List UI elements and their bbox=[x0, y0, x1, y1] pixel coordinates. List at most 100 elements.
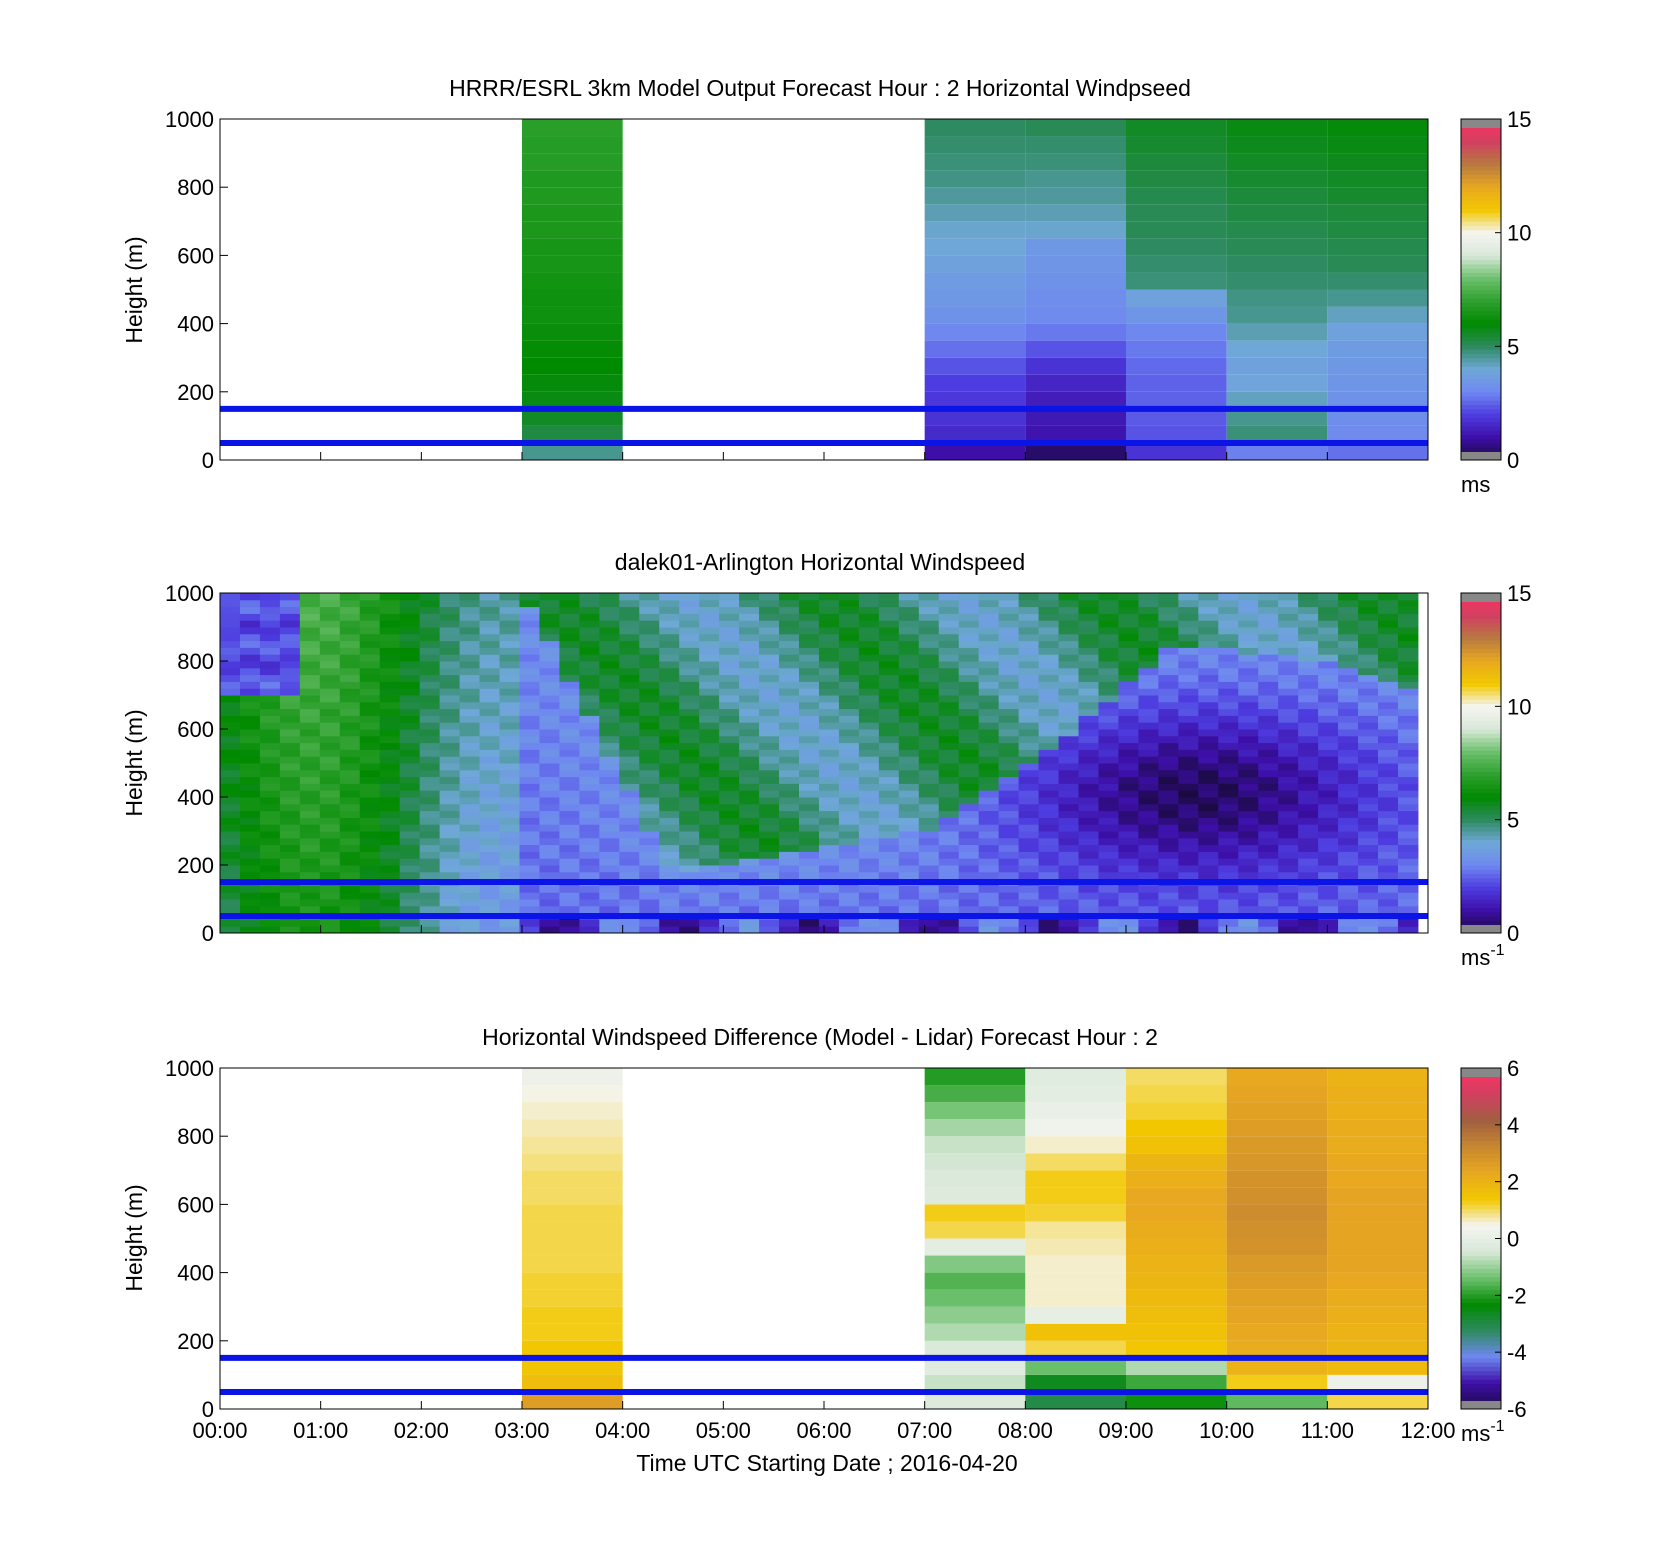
heat-cell bbox=[1126, 136, 1227, 154]
heat-cell bbox=[522, 1136, 623, 1154]
heat-cell bbox=[818, 627, 840, 635]
heat-cell bbox=[220, 790, 241, 798]
heat-cell bbox=[379, 695, 401, 703]
heat-cell bbox=[639, 674, 660, 682]
heat-cell bbox=[539, 837, 560, 846]
heat-cell bbox=[659, 905, 680, 914]
heat-cell bbox=[679, 599, 700, 608]
heat-cell bbox=[399, 735, 421, 744]
heat-cell bbox=[1298, 708, 1319, 716]
heat-cell bbox=[459, 749, 481, 757]
heat-cell bbox=[239, 606, 261, 614]
colorbar-swatch bbox=[1461, 1276, 1501, 1282]
heat-cell bbox=[599, 817, 620, 825]
heat-cell bbox=[539, 905, 560, 914]
heat-cell bbox=[918, 681, 940, 689]
heat-cell bbox=[1378, 776, 1399, 784]
heat-cell bbox=[918, 667, 940, 676]
heat-cell bbox=[1358, 899, 1379, 907]
heat-cell bbox=[679, 763, 700, 771]
heat-cell bbox=[1058, 817, 1080, 825]
heat-cell bbox=[1126, 170, 1227, 188]
heat-cell bbox=[1338, 905, 1359, 914]
colorbar-unit: ms-1 bbox=[1461, 1418, 1505, 1446]
heat-cell bbox=[1258, 919, 1279, 927]
heat-cell bbox=[459, 844, 481, 852]
heat-cell bbox=[858, 824, 880, 832]
heat-cell bbox=[659, 776, 680, 784]
heat-cell bbox=[779, 837, 800, 846]
heat-cell bbox=[1397, 824, 1419, 832]
heat-cell bbox=[878, 769, 900, 778]
colorbar-swatch bbox=[1461, 669, 1501, 675]
heat-cell bbox=[399, 599, 421, 608]
heat-cell bbox=[679, 871, 700, 880]
heat-cell bbox=[858, 831, 880, 839]
heat-cell bbox=[639, 871, 660, 880]
heat-cell bbox=[619, 599, 640, 608]
heat-cell bbox=[779, 593, 800, 601]
heat-cell bbox=[279, 858, 301, 866]
heat-cell bbox=[1338, 708, 1359, 716]
heat-cell bbox=[898, 715, 920, 723]
heat-cell bbox=[759, 926, 780, 934]
heat-cell bbox=[539, 756, 560, 764]
heat-cell bbox=[924, 442, 1026, 460]
heat-cell bbox=[1278, 593, 1299, 601]
heat-cell bbox=[359, 661, 381, 669]
heat-cell bbox=[1038, 742, 1060, 750]
heat-cell bbox=[1258, 824, 1279, 832]
heat-cell bbox=[339, 824, 361, 832]
heat-cell bbox=[299, 797, 321, 805]
heat-cell bbox=[779, 742, 800, 750]
heat-cell bbox=[1126, 357, 1227, 375]
colorbar-swatch bbox=[1461, 1345, 1501, 1350]
heat-cell bbox=[479, 729, 501, 737]
heat-cell bbox=[1158, 892, 1179, 900]
colorbar-swatch bbox=[1461, 357, 1501, 363]
heat-cell bbox=[858, 661, 880, 669]
heat-cell bbox=[1018, 633, 1040, 642]
heat-cell bbox=[599, 926, 620, 934]
heat-cell bbox=[898, 722, 920, 730]
heat-cell bbox=[898, 919, 920, 927]
heat-cell bbox=[579, 851, 600, 859]
heat-cell bbox=[319, 899, 341, 907]
heat-cell bbox=[1358, 797, 1379, 805]
colorbar-tick-label: 10 bbox=[1507, 694, 1531, 719]
colorbar-swatch bbox=[1461, 720, 1501, 726]
heat-cell bbox=[1378, 667, 1399, 676]
heat-cell bbox=[998, 654, 1020, 662]
heat-cell bbox=[1338, 633, 1359, 642]
heat-cell bbox=[239, 763, 261, 771]
heat-cell bbox=[719, 776, 740, 784]
heat-cell bbox=[379, 776, 401, 784]
heat-cell bbox=[1038, 735, 1060, 744]
heat-cell bbox=[399, 722, 421, 730]
heat-cell bbox=[439, 715, 461, 723]
heat-cell bbox=[699, 599, 720, 608]
colorbar-swatch bbox=[1461, 191, 1501, 197]
heat-cell bbox=[838, 769, 860, 778]
colorbar-swatch bbox=[1461, 890, 1501, 896]
heat-cell bbox=[479, 851, 501, 859]
heat-cell bbox=[379, 824, 401, 832]
heat-cell bbox=[479, 824, 501, 832]
heat-cell bbox=[599, 892, 620, 900]
heat-cell bbox=[699, 892, 720, 900]
heat-cell bbox=[1126, 153, 1227, 171]
heat-cell bbox=[659, 810, 680, 818]
heat-cell bbox=[938, 735, 960, 744]
heat-cell bbox=[439, 701, 461, 710]
heat-cell bbox=[679, 749, 700, 757]
heat-cell bbox=[1318, 715, 1339, 723]
heat-cell bbox=[559, 844, 580, 852]
heat-cell bbox=[1258, 695, 1279, 703]
heat-cell bbox=[399, 810, 421, 818]
heat-cell bbox=[299, 858, 321, 866]
heat-cell bbox=[1198, 735, 1219, 744]
heat-cell bbox=[799, 688, 820, 696]
heat-cell bbox=[998, 837, 1020, 846]
heat-cell bbox=[1058, 858, 1080, 866]
heat-cell bbox=[1038, 640, 1060, 648]
